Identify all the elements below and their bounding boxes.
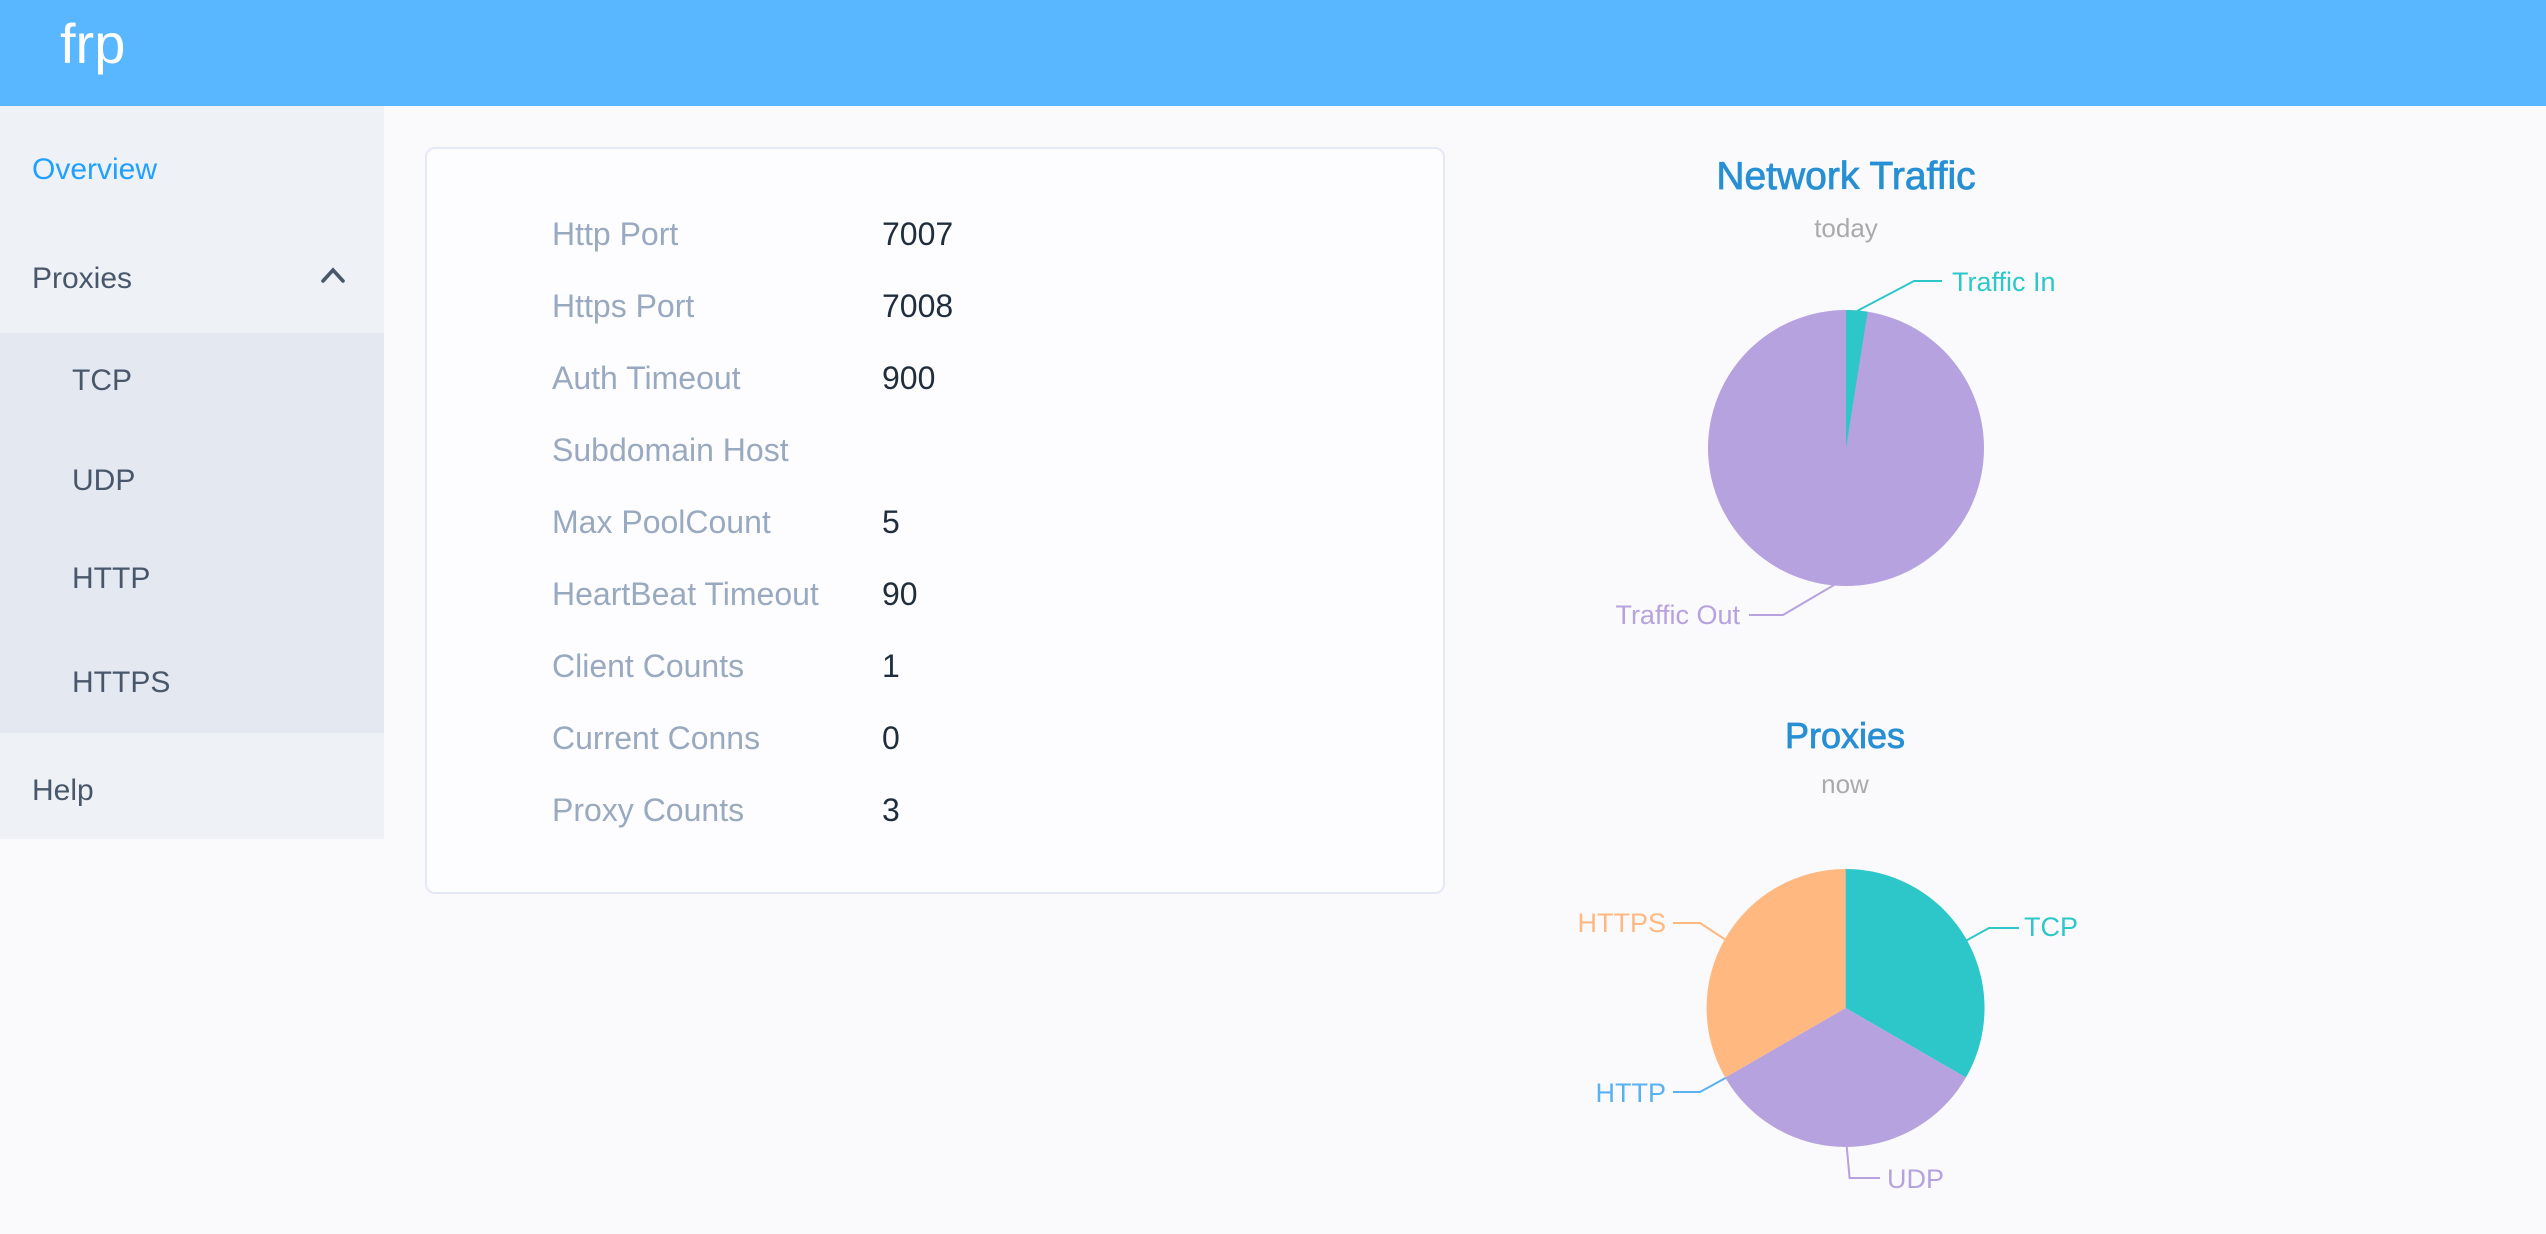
svg-text:HTTP: HTTP <box>1596 1078 1667 1108</box>
svg-text:Proxies: Proxies <box>1785 715 1905 756</box>
svg-text:now: now <box>1821 769 1869 799</box>
svg-text:Network Traffic: Network Traffic <box>1716 155 1975 198</box>
svg-text:today: today <box>1814 213 1878 243</box>
svg-text:Traffic In: Traffic In <box>1952 267 2056 297</box>
svg-text:UDP: UDP <box>1887 1164 1944 1194</box>
svg-text:HTTPS: HTTPS <box>1577 908 1666 938</box>
svg-text:Traffic Out: Traffic Out <box>1615 600 1740 630</box>
svg-text:TCP: TCP <box>2024 912 2078 942</box>
